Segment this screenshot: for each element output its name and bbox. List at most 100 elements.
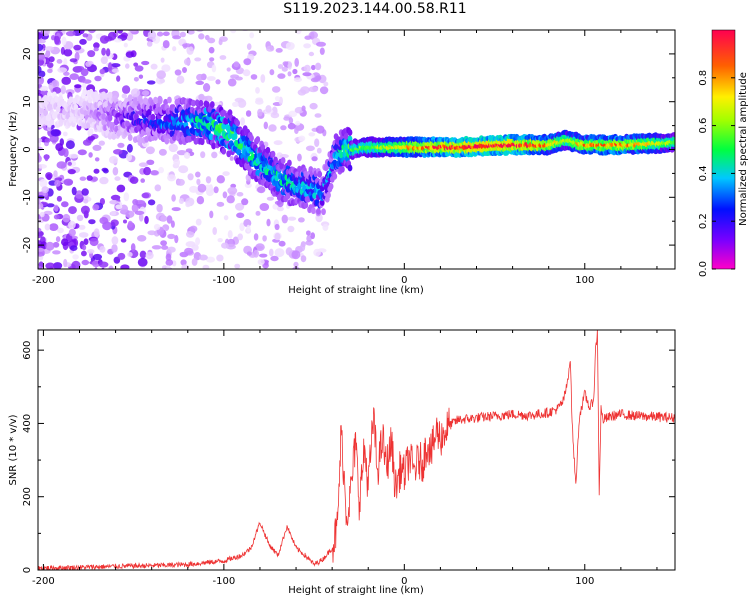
spectrogram-ridge-cell (86, 121, 91, 129)
y-tick-label: -20 (22, 237, 33, 253)
spectrogram-noise-cell (206, 256, 215, 263)
spectrogram-noise-cell (42, 30, 50, 37)
spectrogram-noise-cell (150, 170, 159, 176)
spectrogram-noise-cell (223, 215, 229, 221)
spectrogram-noise-cell (78, 232, 89, 238)
spectrogram-noise-cell (74, 190, 84, 199)
spectrogram-noise-cell (68, 220, 76, 229)
spectrogram-noise-cell (68, 153, 79, 159)
spectrogram-noise-cell (54, 179, 61, 187)
spectrogram-ridge-cell (280, 157, 286, 164)
spectrogram-noise-cell (146, 159, 155, 165)
spectrogram-noise-cell (294, 57, 300, 67)
spectrogram-noise-cell (94, 267, 98, 269)
spectrogram-noise-cell (120, 238, 127, 243)
spectrogram-noise-cell (236, 192, 244, 197)
spectrogram-noise-cell (134, 210, 145, 215)
spectrogram-noise-cell (38, 43, 44, 52)
spectrogram-ridge-cell (107, 114, 113, 122)
spectrogram-noise-cell (69, 58, 78, 63)
spectrogram-ridge-cell (319, 199, 325, 206)
spectrogram-noise-cell (112, 166, 119, 176)
spectrogram-noise-cell (171, 207, 181, 212)
spectrogram-noise-cell (120, 264, 130, 269)
spectrogram-noise-cell (232, 101, 239, 107)
spectrogram-noise-cell (196, 178, 201, 186)
y-tick-label: 0 (22, 567, 33, 573)
x-tick-label: 0 (401, 576, 407, 587)
spectrogram-noise-cell (165, 270, 171, 275)
spectrogram-noise-cell (212, 227, 217, 235)
spectrogram-noise-cell (67, 161, 73, 166)
spectrogram-noise-cell (275, 48, 283, 53)
spectrogram-noise-cell (259, 203, 270, 211)
spectrogram-noise-cell (160, 57, 165, 63)
spectrogram-noise-cell (156, 70, 166, 80)
spectrogram-ridge-cell (255, 136, 261, 143)
spectrogram-noise-cell (281, 214, 288, 224)
spectrogram-noise-cell (63, 48, 73, 57)
colorbar-ticks: 0.0 0.2 0.4 0.6 0.8 (698, 70, 735, 277)
spectrogram-noise-cell (107, 31, 117, 41)
x-tick-label: 100 (575, 576, 594, 587)
spectrogram-noise-cell (189, 185, 198, 193)
spectrogram-noise-cell (170, 220, 175, 228)
spectrogram-noise-cell (313, 248, 321, 257)
spectrogram-noise-cell (176, 75, 185, 84)
spectrogram-noise-cell (110, 211, 117, 216)
spectrogram-noise-cell (179, 31, 186, 38)
spectrogram-noise-cell (195, 30, 204, 32)
spectrogram-noise-cell (204, 95, 213, 102)
snr-x-axis-label: Height of straight line (km) (288, 585, 424, 596)
spectrogram-noise-cell (69, 73, 79, 80)
spectrogram-noise-cell (209, 57, 215, 62)
spectrogram-noise-cell (93, 228, 100, 238)
spectrogram-noise-cell (52, 241, 60, 248)
spectrogram-noise-cell (160, 215, 167, 222)
spectrogram-noise-cell (53, 170, 58, 178)
spectrogram-noise-cell (68, 228, 76, 237)
spectrogram-noise-cell (146, 80, 156, 85)
spectrogram-noise-cell (246, 43, 252, 50)
spectrogram-noise-cell (218, 39, 223, 46)
spectrogram-noise-cell (45, 172, 53, 180)
spectrogram-noise-cell (78, 30, 85, 35)
spectrogram-noise-cell (226, 67, 231, 72)
spectrogram-noise-cell (195, 80, 204, 85)
spectrogram-noise-cell (62, 131, 68, 137)
spectrogram-noise-cell (56, 161, 67, 169)
spectrogram-noise-cell (318, 268, 322, 269)
spectrogram-noise-cell (129, 176, 139, 184)
spectrogram-noise-cell (206, 76, 216, 81)
spectrogram-noise-cell (166, 265, 171, 269)
spectrogram-noise-cell (38, 233, 43, 239)
spectrogram-noise-cell (216, 254, 224, 262)
spectrogram-ridge-cell (270, 150, 276, 158)
spectrogram-noise-cell (111, 244, 118, 253)
spectrogram-noise-cell (227, 78, 237, 87)
spectrogram-noise-cell (311, 64, 316, 71)
spectrogram-noise-cell (186, 230, 195, 238)
spectrogram-noise-cell (314, 138, 320, 147)
spectrogram-ridge-cell (223, 117, 229, 125)
spectrogram-ridge-cell (672, 139, 675, 145)
spectrogram-noise-cell (146, 41, 153, 47)
spectrogram-noise-cell (151, 245, 162, 250)
spectrogram-noise-cell (217, 238, 223, 243)
spectrogram-noise-cell (162, 31, 170, 37)
spectrogram-noise-cell (56, 59, 63, 64)
spectrogram-noise-cell (114, 176, 121, 181)
spectrogram-noise-cell (38, 30, 42, 33)
spectrogram-noise-cell (298, 135, 306, 142)
spectrogram-ridge-cell (49, 118, 55, 126)
x-tick-label: 100 (575, 275, 594, 286)
spectrogram-noise-cell (279, 154, 289, 159)
spectrogram-noise-cell (38, 39, 46, 44)
spectrogram-noise-cell (69, 245, 78, 252)
spectrogram-noise-cell (246, 251, 252, 256)
spectrogram-noise-cell (127, 220, 133, 228)
spectrogram-noise-cell (53, 214, 60, 220)
spectrogram-ridge-cell (328, 183, 334, 190)
spectrogram-noise-cell (269, 69, 275, 76)
